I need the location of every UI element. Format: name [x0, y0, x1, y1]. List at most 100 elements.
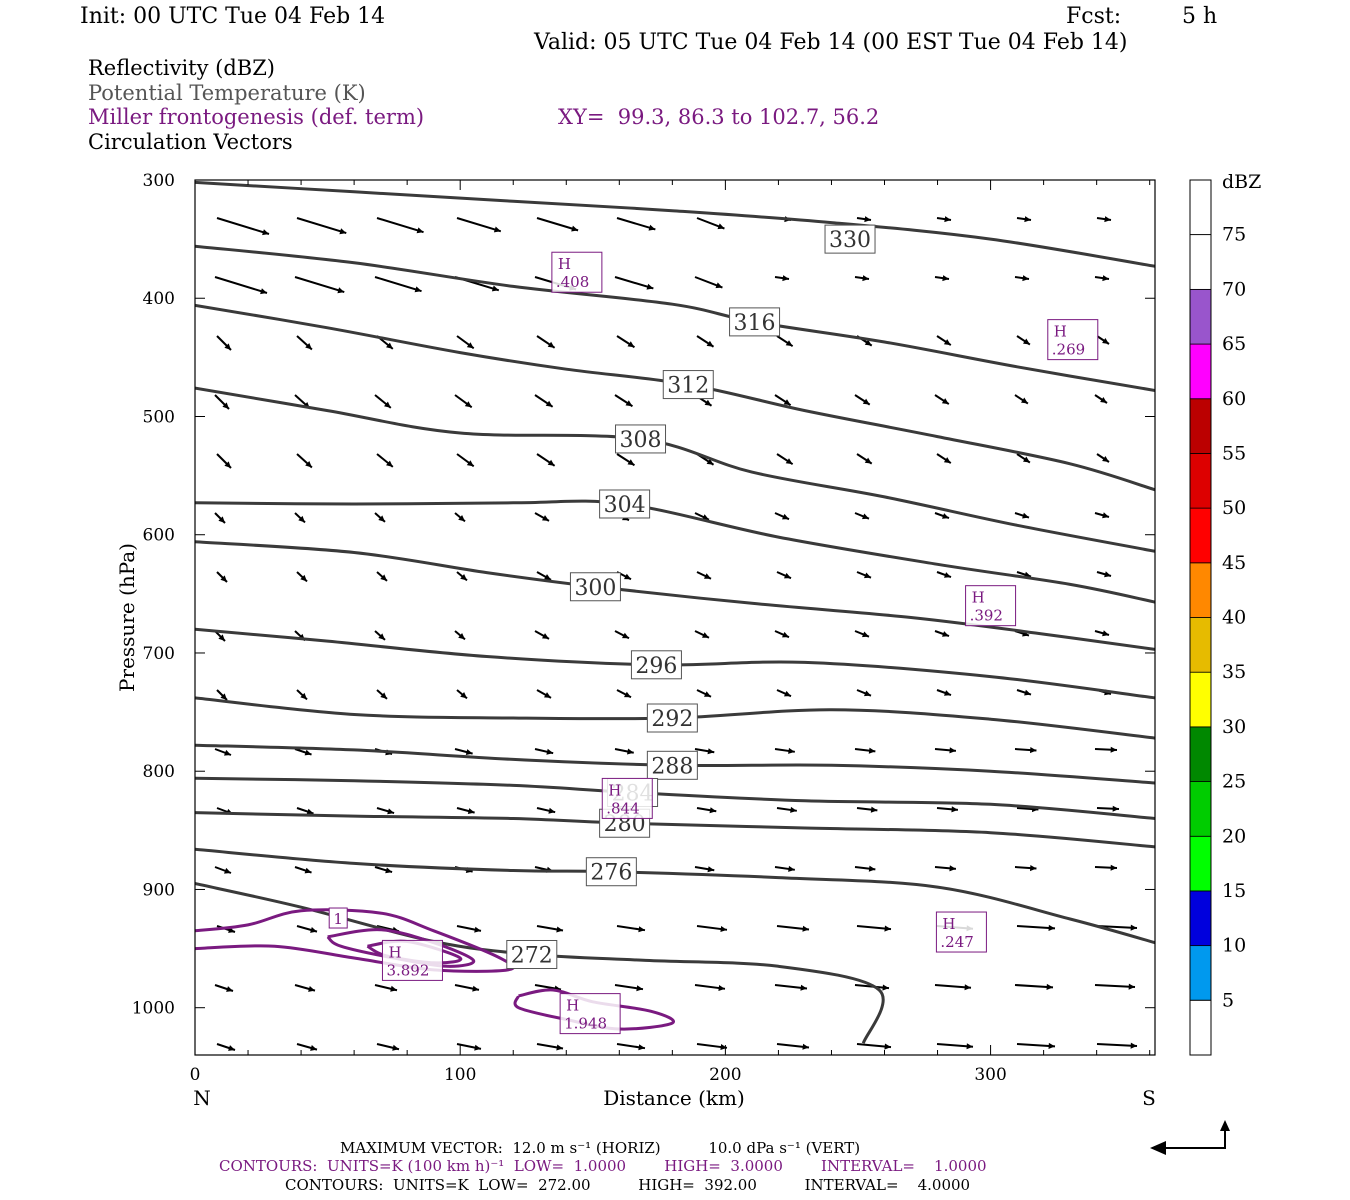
y-tick-label: 500 [143, 407, 175, 427]
theta-contour-330 [195, 180, 1155, 268]
theta-label-272: 272 [506, 939, 558, 969]
circulation-vector [214, 512, 226, 524]
circulation-vector [614, 630, 630, 640]
circulation-vector [936, 216, 952, 223]
miller-high-value: .408 [556, 273, 589, 291]
circulation-vector [534, 512, 550, 522]
legend-theta: Potential Temperature (K) [88, 81, 366, 105]
circulation-vector [216, 335, 232, 351]
colorbar-level-label: 15 [1222, 880, 1246, 902]
theta-contour-316 [195, 244, 1155, 392]
circulation-vector [694, 984, 726, 991]
theta-label-text: 272 [511, 943, 553, 968]
colorbar-level-label: 45 [1222, 552, 1246, 574]
miller-high-marker: H1.948 [559, 993, 621, 1035]
circulation-vector [374, 512, 386, 523]
miller-high-marker: H.392 [965, 585, 1017, 627]
circulation-vector [854, 747, 876, 754]
circulation-vector [454, 984, 480, 992]
circulation-vector [696, 925, 728, 932]
colorbar-level-label: 10 [1222, 935, 1246, 957]
colorbar-segment [1189, 562, 1212, 618]
theta-label-316: 316 [729, 307, 781, 337]
miller-high-label: H [388, 943, 401, 961]
circulation-vector [616, 453, 635, 467]
endpoint-south: S [1142, 1086, 1156, 1110]
circulation-vector [614, 748, 634, 755]
circulation-vector [1094, 630, 1110, 637]
miller-high-value: 3.892 [386, 961, 429, 979]
circulation-vector [456, 453, 475, 468]
colorbar-level-label: 50 [1222, 497, 1246, 519]
theta-contour-276 [195, 847, 1155, 945]
colorbar-top-segment [1189, 179, 1212, 236]
endpoint-north: N [193, 1086, 211, 1110]
legend-reflectivity: Reflectivity (dBZ) [88, 56, 276, 80]
y-tick-label: 300 [143, 171, 175, 191]
theta-contour-308 [195, 386, 1155, 553]
miller-high-label: H [942, 915, 955, 933]
miller-contour-label: 1 [328, 907, 348, 929]
circulation-vector [934, 394, 950, 405]
circulation-vector [1096, 453, 1110, 463]
plot-frame [194, 179, 1156, 1056]
circulation-vector [456, 807, 475, 814]
miller-contour-value: 1 [333, 910, 343, 928]
miller-high-label: H [608, 781, 621, 799]
circulation-vector [776, 571, 792, 580]
circulation-vector [616, 335, 635, 349]
miller-high-marker: H.844 [601, 777, 653, 819]
y-tick-label: 600 [143, 526, 175, 546]
circulation-vector [214, 748, 232, 756]
circulation-vector [936, 1043, 974, 1050]
circulation-vector [1014, 275, 1030, 282]
circulation-vector [934, 630, 950, 638]
colorbar-segment [1189, 835, 1212, 892]
circulation-vector [294, 512, 306, 524]
circulation-vector [776, 689, 792, 698]
theta-label-text: 300 [574, 576, 616, 601]
circulation-vector [294, 276, 345, 294]
theta-label-300: 300 [569, 572, 621, 602]
miller-high-value: 1.948 [564, 1015, 607, 1033]
circulation-vector [374, 630, 386, 641]
colorbar-segment [1189, 288, 1212, 345]
theta-label-296: 296 [630, 650, 682, 680]
miller-high-value: .392 [970, 607, 1003, 625]
colorbar-level-label: 40 [1222, 607, 1246, 629]
circulation-vector [536, 217, 579, 232]
circulation-vector [374, 394, 392, 409]
colorbar-segment [1189, 945, 1212, 1001]
x-axis-label: Distance (km) [603, 1086, 745, 1110]
miller-high-label: H [566, 997, 579, 1015]
circulation-vector [374, 866, 393, 874]
circulation-vector [854, 275, 870, 282]
circulation-vector [536, 689, 552, 699]
circulation-vector [536, 453, 556, 467]
init-time: Init: 00 UTC Tue 04 Feb 14 [80, 4, 386, 29]
colorbar-segment [1189, 343, 1212, 400]
circulation-vector [1016, 216, 1032, 223]
circulation-vector [936, 335, 952, 346]
circulation-vector [376, 807, 395, 815]
circulation-vector [534, 748, 554, 755]
circulation-vector [614, 394, 633, 408]
circulation-vector [696, 335, 715, 348]
miller-high-label: H [1054, 323, 1067, 341]
circulation-vector [1096, 216, 1112, 223]
circulation-vector [696, 1043, 728, 1050]
circulation-vector [376, 217, 424, 234]
circulation-vector [536, 1043, 564, 1051]
circulation-vector [694, 866, 715, 873]
circulation-vector [774, 984, 808, 991]
circulation-vector [296, 217, 347, 235]
circulation-vector [854, 865, 876, 872]
circulation-vector [1094, 983, 1136, 990]
circulation-vector [536, 925, 564, 933]
circulation-vector [376, 1043, 400, 1051]
theta-contours-note: CONTOURS: UNITS=K LOW= 272.00 HIGH= 392.… [285, 1176, 971, 1194]
miller-high-marker: H.247 [935, 911, 987, 953]
miller-high-marker: H3.892 [381, 939, 443, 981]
circulation-vector [934, 865, 957, 872]
